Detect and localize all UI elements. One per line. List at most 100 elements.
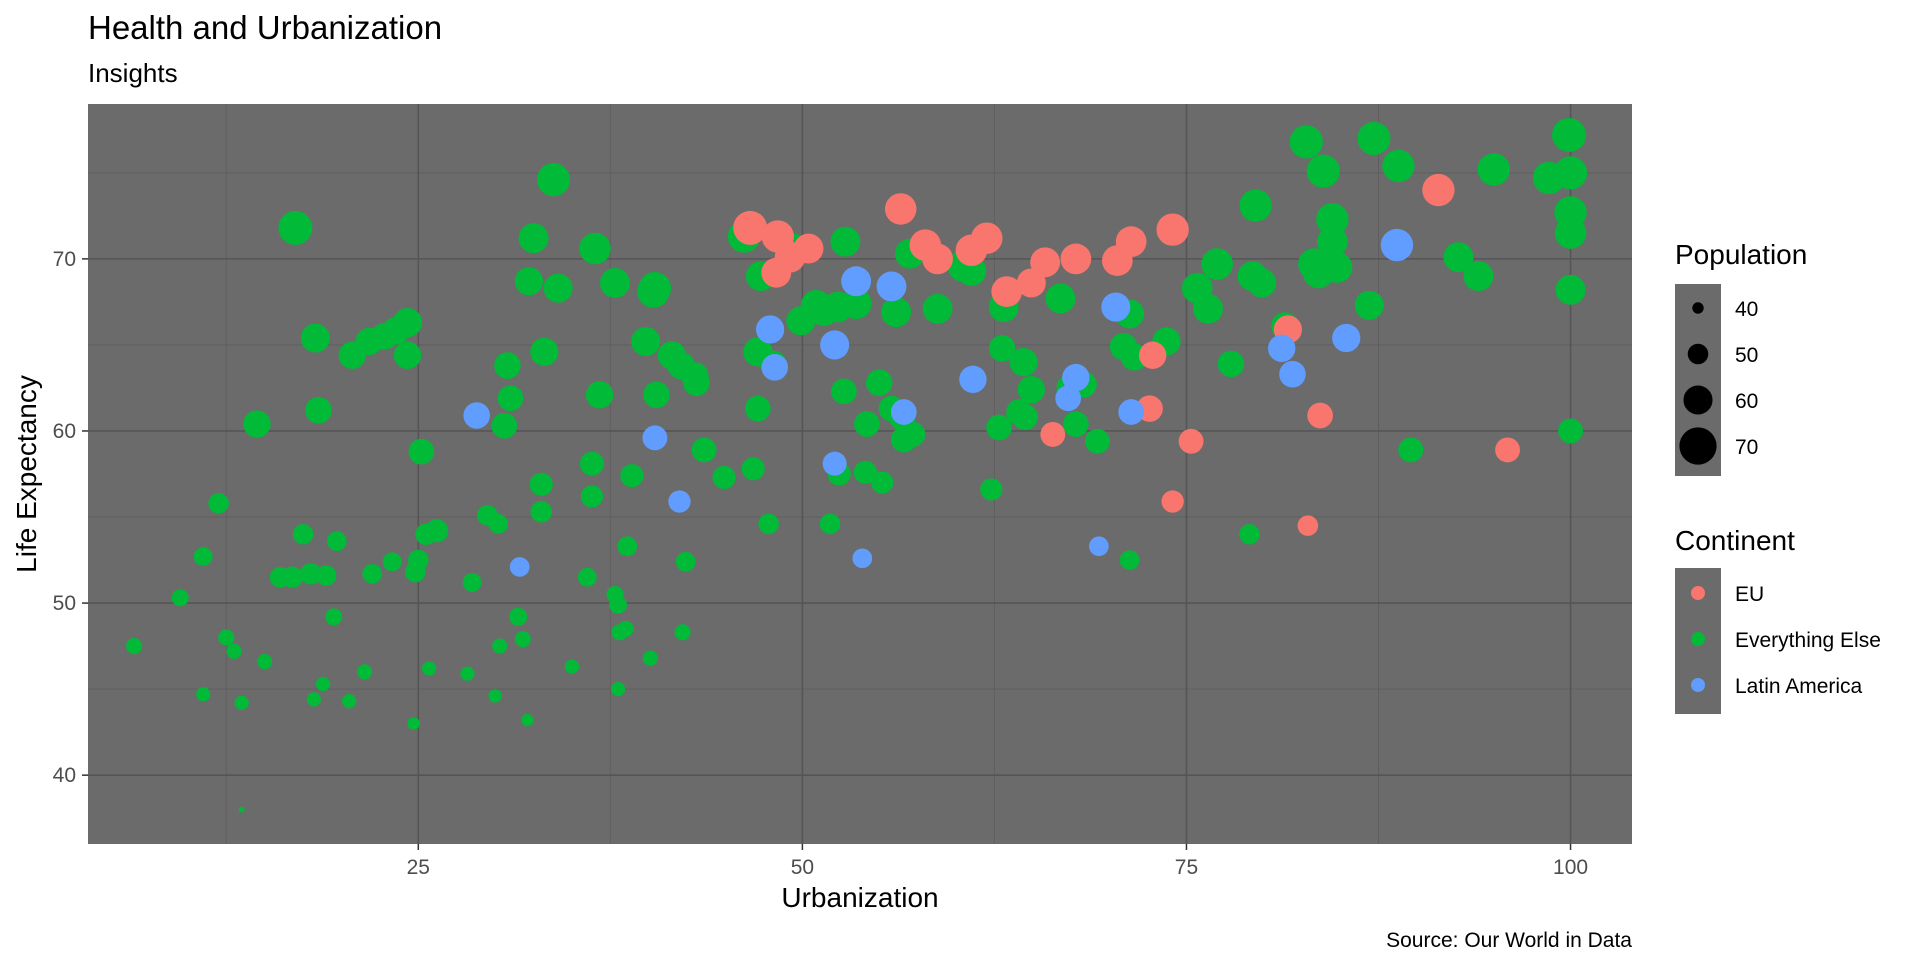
data-point [408,549,429,571]
data-point [1030,247,1061,278]
size-legend-label: 40 [1735,298,1758,321]
data-point [1017,375,1046,404]
data-point [460,666,475,681]
data-point [922,243,953,275]
data-point [831,378,857,405]
chart-subtitle: Insights [88,58,178,88]
data-point [1045,283,1076,314]
data-point [1089,536,1109,557]
data-point [852,548,873,569]
data-point [518,223,549,254]
data-point [530,501,552,523]
data-point [393,308,423,338]
data-point [922,293,953,324]
data-point [712,465,736,490]
data-point [819,513,841,535]
axis-ticks: 25 50 75 100 40 50 60 70 [53,248,1588,879]
data-point [683,369,710,397]
data-point [579,451,604,476]
size-legend-label: 60 [1735,390,1758,413]
data-point [208,492,229,514]
data-point [890,399,917,425]
data-point [991,276,1023,307]
color-legend: Continent EU Everything Else Latin America [1675,525,1881,714]
data-point [218,629,235,646]
data-point [668,490,691,513]
data-point [488,514,509,534]
data-point [876,271,907,302]
data-point [1477,153,1510,186]
data-point [1119,550,1140,570]
data-point [617,536,638,557]
data-point [900,421,926,447]
data-point [585,381,614,409]
data-point [421,661,437,676]
data-point [1138,341,1167,369]
data-point [1101,292,1131,322]
data-point [1555,274,1586,305]
data-point [1552,117,1587,152]
data-point [1118,399,1145,425]
data-point [1554,217,1587,249]
data-point [1268,334,1296,363]
data-point [642,650,658,666]
size-legend: Population 40 50 60 70 [1675,239,1807,476]
data-point [642,425,668,451]
data-point [822,451,847,476]
data-point [959,365,987,394]
data-point [315,565,337,586]
data-point [126,638,143,655]
data-point [1009,348,1038,377]
x-tick-label: 25 [407,856,430,879]
data-point [509,607,528,626]
data-point [980,478,1003,501]
data-point [865,369,893,397]
data-point [278,210,313,245]
data-point [853,460,877,484]
data-point [325,608,343,626]
data-point [193,547,213,567]
data-point [988,335,1016,362]
data-point [462,573,482,592]
color-legend-key [1691,632,1705,646]
data-point [617,620,634,637]
data-point [536,163,571,197]
size-legend-title: Population [1675,239,1807,270]
data-point [1040,421,1066,447]
data-point [830,226,861,257]
data-point [820,330,850,360]
data-point [841,266,872,297]
data-point [675,551,696,572]
y-axis-title: Life Expectancy [11,375,42,573]
data-point [840,288,872,319]
data-point [1201,248,1233,280]
data-point [238,806,245,813]
data-point [514,267,544,296]
data-point [425,519,449,543]
data-point [600,268,630,298]
data-point [1115,226,1147,258]
data-point [305,397,332,424]
data-point [234,695,249,711]
data-point [1193,293,1223,324]
data-point [243,410,271,438]
data-point [609,595,627,614]
data-point [638,271,672,305]
data-point [1316,203,1349,236]
data-point [1178,428,1204,454]
data-point [1398,437,1424,463]
data-point [793,233,824,264]
data-point [543,273,573,303]
color-legend-label: Latin America [1735,675,1863,698]
data-point [497,385,524,412]
data-point [1382,149,1415,183]
data-point [1239,523,1260,545]
y-tick-label: 50 [53,592,76,615]
data-point [1332,323,1361,353]
data-point [1239,189,1272,222]
size-legend-key [1679,427,1717,465]
data-point [577,567,597,587]
x-tick-label: 50 [791,856,814,879]
data-point [257,653,273,670]
